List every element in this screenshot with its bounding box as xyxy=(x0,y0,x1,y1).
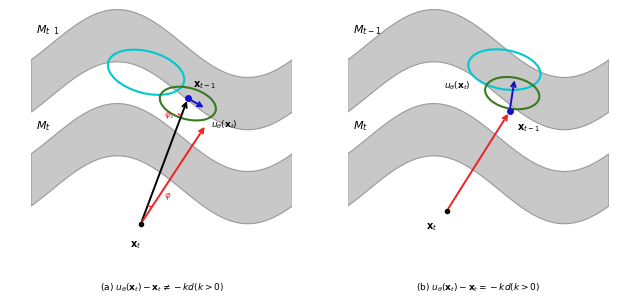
Text: (b) $u_{\theta}(\mathbf{x}_t) - \mathbf{x}_t = -kd(k > 0)$: (b) $u_{\theta}(\mathbf{x}_t) - \mathbf{… xyxy=(416,281,540,294)
Text: $M_t$: $M_t$ xyxy=(353,120,368,133)
Text: $\varphi$: $\varphi$ xyxy=(164,191,172,202)
Polygon shape xyxy=(31,104,292,224)
Text: $u_{\theta}(\mathbf{x}_t)$: $u_{\theta}(\mathbf{x}_t)$ xyxy=(211,118,238,131)
Text: $\mathbf{x}_{t-1}$: $\mathbf{x}_{t-1}$ xyxy=(518,122,541,134)
Polygon shape xyxy=(348,104,609,224)
Text: $\varphi_1$: $\varphi_1$ xyxy=(164,110,175,121)
Text: $M_t$: $M_t$ xyxy=(36,120,51,133)
Text: $M_{t\ \ 1}$: $M_{t\ \ 1}$ xyxy=(36,23,60,37)
Text: $\mathbf{x}_{t-1}$: $\mathbf{x}_{t-1}$ xyxy=(193,79,216,91)
Text: $M_{t-1}$: $M_{t-1}$ xyxy=(353,23,381,37)
Polygon shape xyxy=(348,9,609,130)
Text: (a) $u_{\theta}(\mathbf{x}_t) - \mathbf{x}_t \neq -kd(k > 0)$: (a) $u_{\theta}(\mathbf{x}_t) - \mathbf{… xyxy=(100,281,223,294)
Polygon shape xyxy=(31,9,292,130)
Text: $\mathbf{x}_t$: $\mathbf{x}_t$ xyxy=(130,239,141,251)
Text: $\mathbf{x}_t$: $\mathbf{x}_t$ xyxy=(426,221,437,233)
Text: $u_{\theta}(\mathbf{x}_t)$: $u_{\theta}(\mathbf{x}_t)$ xyxy=(444,79,470,91)
